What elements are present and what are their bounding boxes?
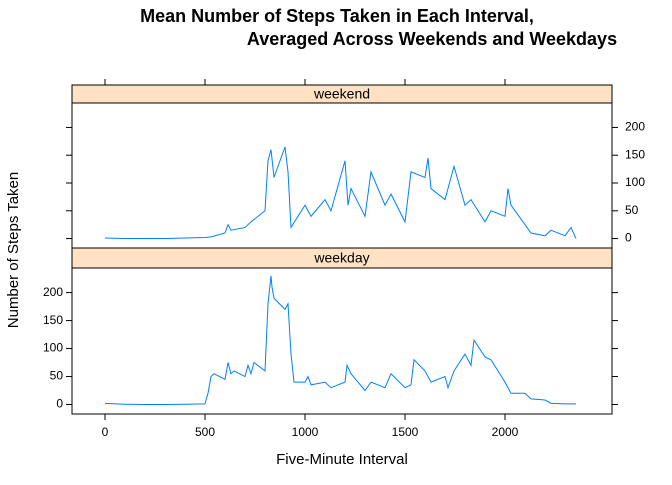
x-tick-label: 2000 — [492, 425, 519, 439]
chart-title: Averaged Across Weekends and Weekdays — [247, 29, 617, 49]
y-tick-label: 150 — [625, 147, 645, 161]
x-tick-label: 0 — [102, 425, 109, 439]
y-tick-label: 200 — [43, 285, 63, 299]
strip-label: weekday — [313, 250, 369, 266]
strip-label: weekend — [313, 86, 370, 102]
data-line — [104, 146, 577, 240]
data-line — [104, 275, 576, 405]
x-tick-label: 1000 — [292, 425, 319, 439]
y-tick-label: 100 — [43, 341, 63, 355]
y-axis-label: Number of Steps Taken — [5, 172, 22, 328]
y-tick-label: 0 — [56, 397, 63, 411]
y-tick-label: 0 — [625, 231, 632, 245]
x-axis-label: Five-Minute Interval — [276, 451, 408, 468]
x-tick-label: 1500 — [392, 425, 419, 439]
y-tick-label: 50 — [50, 369, 64, 383]
panel — [71, 267, 613, 415]
y-tick-label: 100 — [625, 175, 645, 189]
y-tick-label: 200 — [625, 120, 645, 134]
chart-title: Mean Number of Steps Taken in Each Inter… — [140, 6, 534, 26]
panel — [71, 102, 613, 249]
y-tick-label: 50 — [625, 203, 639, 217]
x-tick-label: 500 — [195, 425, 215, 439]
y-tick-label: 150 — [43, 313, 63, 327]
